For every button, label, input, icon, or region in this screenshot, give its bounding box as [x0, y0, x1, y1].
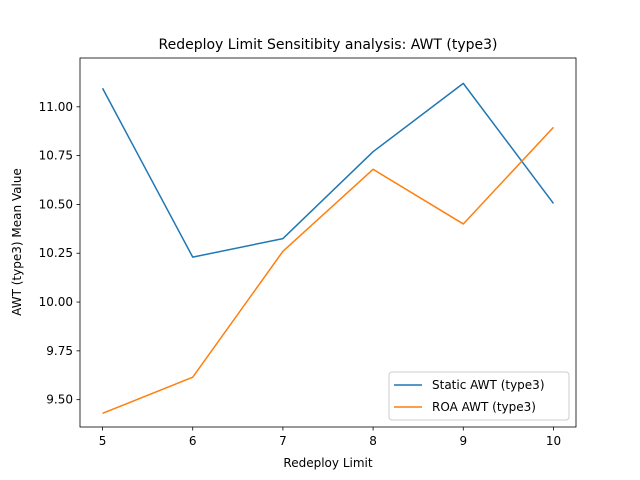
x-tick-label: 10	[546, 434, 561, 448]
y-tick-label: 9.75	[46, 344, 73, 358]
legend-box	[388, 371, 570, 421]
y-tick-label: 10.25	[39, 246, 73, 260]
chart-title: Redeploy Limit Sensitibity analysis: AWT…	[159, 37, 498, 53]
x-axis-label: Redeploy Limit	[283, 456, 372, 470]
y-tick-label: 10.50	[39, 197, 73, 211]
legend-label-2: ROA AWT (type3)	[432, 400, 536, 414]
x-tick-label: 8	[369, 434, 377, 448]
y-tick-label: 10.75	[39, 149, 73, 163]
y-axis-label: AWT (type3) Mean Value	[10, 168, 24, 316]
x-tick-label: 5	[99, 434, 107, 448]
y-tick-label: 11.00	[39, 100, 73, 114]
x-tick-label: 7	[279, 434, 287, 448]
series-line-2	[102, 126, 554, 415]
x-tick-label: 6	[189, 434, 197, 448]
x-tick-label: 9	[459, 434, 467, 448]
x-axis: 5 6 7 8 9 10	[99, 427, 561, 448]
y-axis: 9.50 9.75 10.00 10.25 10.50 10.75 11.00	[39, 100, 80, 407]
legend-label-1: Static AWT (type3)	[432, 378, 545, 392]
plot-frame	[79, 57, 577, 428]
legend: Static AWT (type3) ROA AWT (type3)	[388, 371, 570, 421]
y-tick-label: 10.00	[39, 295, 73, 309]
series-line-1	[101, 82, 555, 258]
y-tick-label: 9.50	[46, 393, 73, 407]
series-layer	[101, 82, 555, 415]
